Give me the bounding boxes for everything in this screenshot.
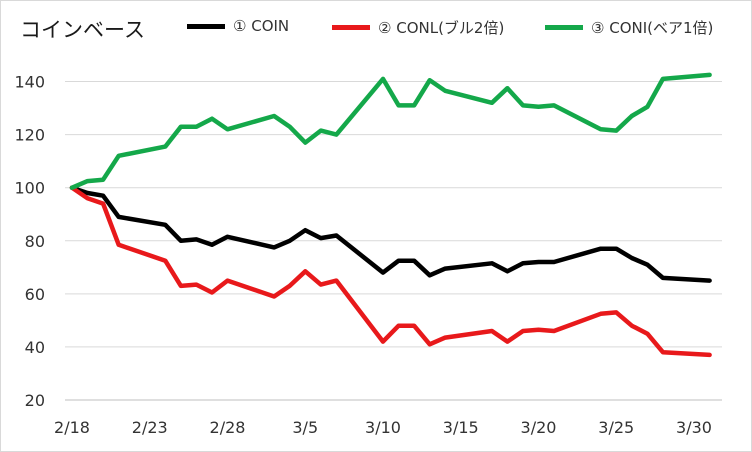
legend-item-conl: ② CONL(ブル2倍) bbox=[332, 17, 504, 38]
series-line-coni bbox=[69, 72, 712, 190]
y-tick-label: 60 bbox=[25, 285, 45, 304]
y-tick-label: 20 bbox=[25, 391, 45, 410]
x-tick-label: 2/23 bbox=[132, 418, 168, 437]
chart-title: コインベース bbox=[20, 18, 145, 42]
legend-item-coni: ③ CONI(ベア1倍) bbox=[545, 17, 713, 38]
y-tick-label: 40 bbox=[25, 338, 45, 357]
y-tick-label: 120 bbox=[14, 126, 45, 145]
legend-item-coin: ① COIN bbox=[187, 17, 289, 35]
legend-swatch-coin bbox=[187, 23, 225, 29]
x-tick-label: 3/25 bbox=[598, 418, 634, 437]
x-tick-label: 3/5 bbox=[292, 418, 318, 437]
x-tick-label: 3/20 bbox=[521, 418, 557, 437]
legend-label-coni: ③ CONI(ベア1倍) bbox=[591, 19, 714, 37]
x-tick-label: 3/30 bbox=[676, 418, 712, 437]
legend-label-coin: ① COIN bbox=[233, 17, 290, 35]
y-tick-label: 100 bbox=[14, 179, 45, 198]
legend-swatch-conl bbox=[332, 25, 370, 30]
x-tick-label: 2/18 bbox=[54, 418, 90, 437]
x-tick-label: 3/10 bbox=[365, 418, 401, 437]
gridlines bbox=[65, 81, 722, 401]
y-axis-ticks: 20 40 60 80 100 120 140 bbox=[14, 73, 45, 410]
x-tick-label: 2/28 bbox=[210, 418, 246, 437]
y-tick-label: 140 bbox=[14, 73, 45, 92]
legend-label-conl: ② CONL(ブル2倍) bbox=[378, 19, 505, 37]
y-tick-label: 80 bbox=[25, 232, 45, 251]
series-line-conl bbox=[69, 185, 712, 358]
legend-swatch-coni bbox=[545, 25, 583, 30]
x-axis-ticks: 2/18 2/23 2/28 3/5 3/10 3/15 3/20 3/25 3/30 bbox=[54, 418, 712, 437]
series-lines bbox=[69, 72, 712, 358]
x-tick-label: 3/15 bbox=[443, 418, 479, 437]
series-line-coin bbox=[69, 185, 712, 283]
